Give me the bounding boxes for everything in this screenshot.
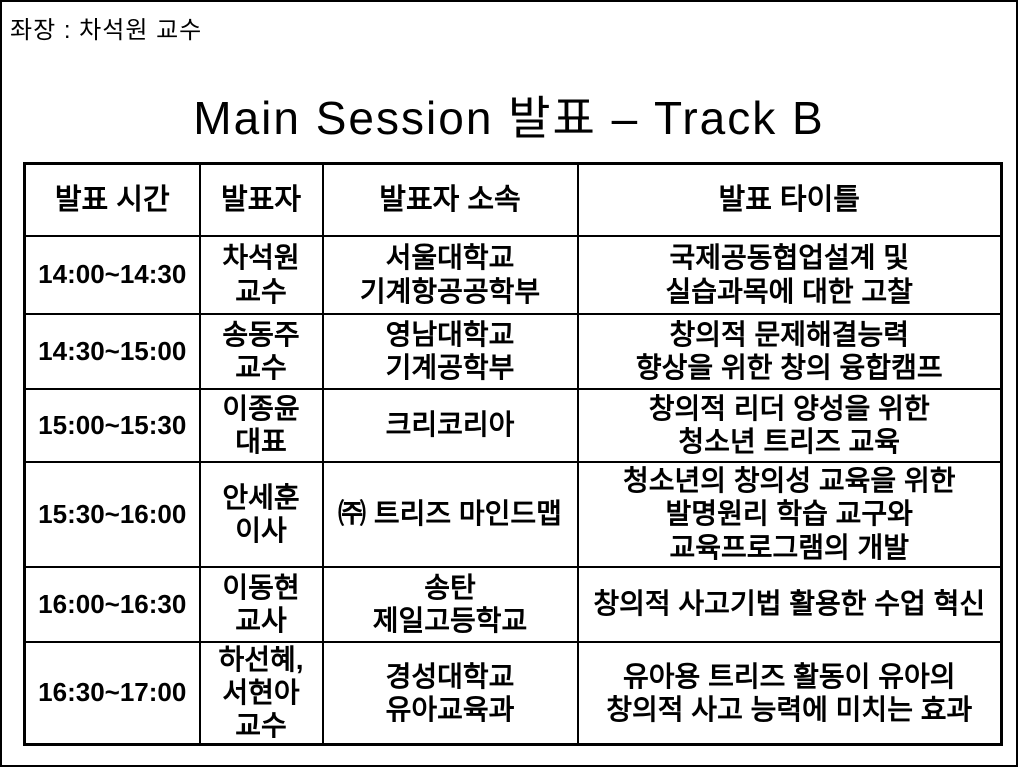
- table-body: 14:00~14:30 차석원 교수 서울대학교 기계항공공학부 국제공동협업설…: [23, 234, 1003, 746]
- cell-time: 15:30~16:00: [23, 460, 201, 568]
- cell-title: 국제공동협업설계 및 실습과목에 대한 고찰: [576, 234, 1003, 315]
- header-title: 발표 타이틀: [576, 162, 1003, 237]
- cell-title: 창의적 리더 양성을 위한 청소년 트리즈 교육: [576, 387, 1003, 463]
- page-title: Main Session 발표 – Track B: [193, 92, 825, 144]
- cell-presenter: 하선혜, 서현아 교수: [198, 640, 324, 746]
- schedule-table: 발표 시간 발표자 발표자 소속 발표 타이틀 14:00~14:30 차석원 …: [23, 162, 1003, 746]
- cell-affiliation: 송탄 제일고등학교: [321, 565, 579, 643]
- cell-title: 청소년의 창의성 교육을 위한 발명원리 학습 교구와 교육프로그램의 개발: [576, 460, 1003, 568]
- cell-affiliation: 영남대학교 기계공학부: [321, 312, 579, 390]
- header-affiliation: 발표자 소속: [321, 162, 579, 237]
- table-row: 14:00~14:30 차석원 교수 서울대학교 기계항공공학부 국제공동협업설…: [23, 234, 1003, 315]
- cell-time: 14:30~15:00: [23, 312, 201, 390]
- cell-presenter: 안세훈 이사: [198, 460, 324, 568]
- table-row: 15:30~16:00 안세훈 이사 ㈜ 트리즈 마인드맵 청소년의 창의성 교…: [23, 460, 1003, 568]
- cell-time: 14:00~14:30: [23, 234, 201, 315]
- cell-title: 창의적 문제해결능력 향상을 위한 창의 융합캠프: [576, 312, 1003, 390]
- header-row: 발표 시간 발표자 발표자 소속 발표 타이틀: [23, 162, 1003, 237]
- cell-affiliation: 경성대학교 유아교육과: [321, 640, 579, 746]
- cell-presenter: 이종윤 대표: [198, 387, 324, 463]
- cell-time: 16:00~16:30: [23, 565, 201, 643]
- table-row: 16:30~17:00 하선혜, 서현아 교수 경성대학교 유아교육과 유아용 …: [23, 640, 1003, 746]
- cell-presenter: 송동주 교수: [198, 312, 324, 390]
- header-presenter: 발표자: [198, 162, 324, 237]
- table-row: 15:00~15:30 이종윤 대표 크리코리아 창의적 리더 양성을 위한 청…: [23, 387, 1003, 463]
- table-row: 14:30~15:00 송동주 교수 영남대학교 기계공학부 창의적 문제해결능…: [23, 312, 1003, 390]
- chair-label: 좌장 : 차석원 교수: [10, 17, 203, 44]
- cell-time: 16:30~17:00: [23, 640, 201, 746]
- cell-title: 유아용 트리즈 활동이 유아의 창의적 사고 능력에 미치는 효과: [576, 640, 1003, 746]
- header-time: 발표 시간: [23, 162, 201, 237]
- cell-affiliation: 서울대학교 기계항공공학부: [321, 234, 579, 315]
- cell-affiliation: ㈜ 트리즈 마인드맵: [321, 460, 579, 568]
- cell-title: 창의적 사고기법 활용한 수업 혁신: [576, 565, 1003, 643]
- cell-presenter: 차석원 교수: [198, 234, 324, 315]
- cell-time: 15:00~15:30: [23, 387, 201, 463]
- cell-presenter: 이동현 교사: [198, 565, 324, 643]
- table-header: 발표 시간 발표자 발표자 소속 발표 타이틀: [23, 162, 1003, 237]
- table-row: 16:00~16:30 이동현 교사 송탄 제일고등학교 창의적 사고기법 활용…: [23, 565, 1003, 643]
- cell-affiliation: 크리코리아: [321, 387, 579, 463]
